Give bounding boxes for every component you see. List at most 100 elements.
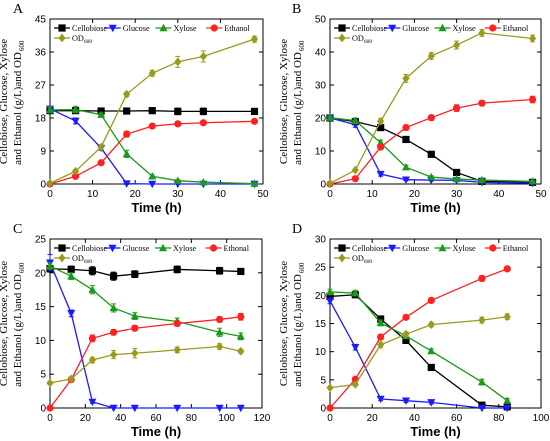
data-point <box>148 107 156 115</box>
data-point <box>326 287 334 296</box>
data-point <box>377 123 385 132</box>
data-point <box>377 333 385 341</box>
legend-item: Glucose <box>104 24 150 33</box>
y-tick-label: 0 <box>40 180 46 191</box>
legend-marker <box>210 24 218 32</box>
legend-label: Glucose <box>123 24 150 33</box>
data-point <box>402 329 410 339</box>
legend-marker <box>388 24 397 33</box>
data-point <box>427 150 435 158</box>
y-tick-label: 10 <box>315 147 327 158</box>
y-axis-label-line2: and Ethanol (g/L)and OD <box>12 52 24 165</box>
legend-marker <box>438 243 447 252</box>
data-point <box>131 324 139 332</box>
y-axis-label: Cellobiose, Glucose, Xylose and Ethanol (… <box>278 261 306 387</box>
legend-item: Cellobiose <box>54 24 107 33</box>
legend-label: Ethanol <box>224 24 250 33</box>
x-tick-label: 100 <box>533 413 550 424</box>
plot-frame <box>329 18 542 185</box>
data-point <box>199 119 207 127</box>
legend-label: Cellobiose <box>352 24 387 33</box>
y-tick-label: 10 <box>35 336 47 347</box>
plot-frame <box>49 238 263 409</box>
y-tick-label: 30 <box>315 235 327 246</box>
data-point <box>110 350 118 359</box>
data-point <box>109 303 118 312</box>
y-tick-label: 15 <box>315 319 327 330</box>
y-axis-label-line1: Cellobiose, Glucose, Xylose <box>278 261 290 386</box>
data-point <box>199 107 207 115</box>
series-line <box>329 98 533 185</box>
legend-marker <box>338 244 346 252</box>
y-tick-label: 20 <box>315 114 327 125</box>
data-point <box>477 404 486 413</box>
legend-marker <box>159 23 168 32</box>
y-tick-label: 36 <box>35 48 47 59</box>
series-line <box>49 38 255 184</box>
data-point <box>528 34 537 43</box>
data-point <box>377 340 385 350</box>
legend-label: Xylose <box>453 24 477 33</box>
legend-label: Ethonal <box>224 244 250 253</box>
data-point <box>216 315 224 324</box>
chart-panel-a: A 0 10 20 30 40 50 0 9 18 27 36 45 Time (h) Cellobiose… <box>0 2 269 215</box>
series-cellobiose <box>46 264 245 281</box>
legend-label: Xylose <box>453 244 477 253</box>
data-point <box>174 57 182 67</box>
data-point <box>122 149 131 158</box>
data-point <box>174 120 182 128</box>
legend-marker <box>338 253 346 263</box>
x-tick-label: 30 <box>172 189 184 200</box>
y-tick-label: 25 <box>315 263 327 274</box>
y-tick-label: 50 <box>315 15 327 26</box>
legend-label: OD600 <box>352 34 372 45</box>
legend-marker <box>58 33 66 43</box>
series-glucose <box>46 254 245 413</box>
data-point <box>528 177 537 185</box>
data-point <box>88 267 96 275</box>
data-point <box>376 318 385 327</box>
x-tick-label: 50 <box>535 189 547 200</box>
data-point <box>427 296 435 305</box>
legend-item: Glucose <box>104 244 150 253</box>
data-point <box>88 285 97 293</box>
legend: Cellobiose Glucose Xylose Ethanol OD600 <box>54 23 250 45</box>
y-tick-label: 20 <box>315 291 327 302</box>
data-point <box>71 105 80 113</box>
x-tick-label: 20 <box>409 189 421 200</box>
data-point <box>427 172 436 181</box>
legend-subscript: 600 <box>364 259 373 265</box>
legend-item: OD600 <box>54 33 92 45</box>
data-point <box>148 180 157 189</box>
data-point <box>237 313 245 321</box>
data-point <box>97 159 105 167</box>
panel-letter: D <box>292 222 302 237</box>
series-line <box>49 268 241 277</box>
x-tick-label: 0 <box>327 189 333 200</box>
legend-marker <box>388 244 397 253</box>
data-point <box>478 28 486 38</box>
legend-label: OD600 <box>352 254 372 265</box>
data-point <box>528 95 537 104</box>
data-point <box>427 51 435 61</box>
y-tick-label: 18 <box>35 114 47 125</box>
data-point <box>46 178 54 188</box>
data-point <box>401 397 410 405</box>
data-point <box>351 116 360 124</box>
x-tick-label: 50 <box>257 189 269 200</box>
data-point <box>199 52 207 61</box>
data-point <box>131 348 139 358</box>
data-point <box>351 288 360 297</box>
data-point <box>110 328 118 336</box>
data-point <box>427 114 435 122</box>
y-tick-label: 0 <box>40 404 46 415</box>
y-axis-label-subscript: 600 <box>18 262 26 273</box>
y-axis-label-subscript: 600 <box>298 262 306 273</box>
data-point <box>402 313 410 321</box>
data-point <box>109 404 118 413</box>
data-point <box>452 174 461 183</box>
legend-item: Ethonal <box>205 244 250 253</box>
x-tick-label: 10 <box>87 189 99 200</box>
legend-marker <box>209 244 218 252</box>
y-tick-label: 45 <box>35 15 47 26</box>
